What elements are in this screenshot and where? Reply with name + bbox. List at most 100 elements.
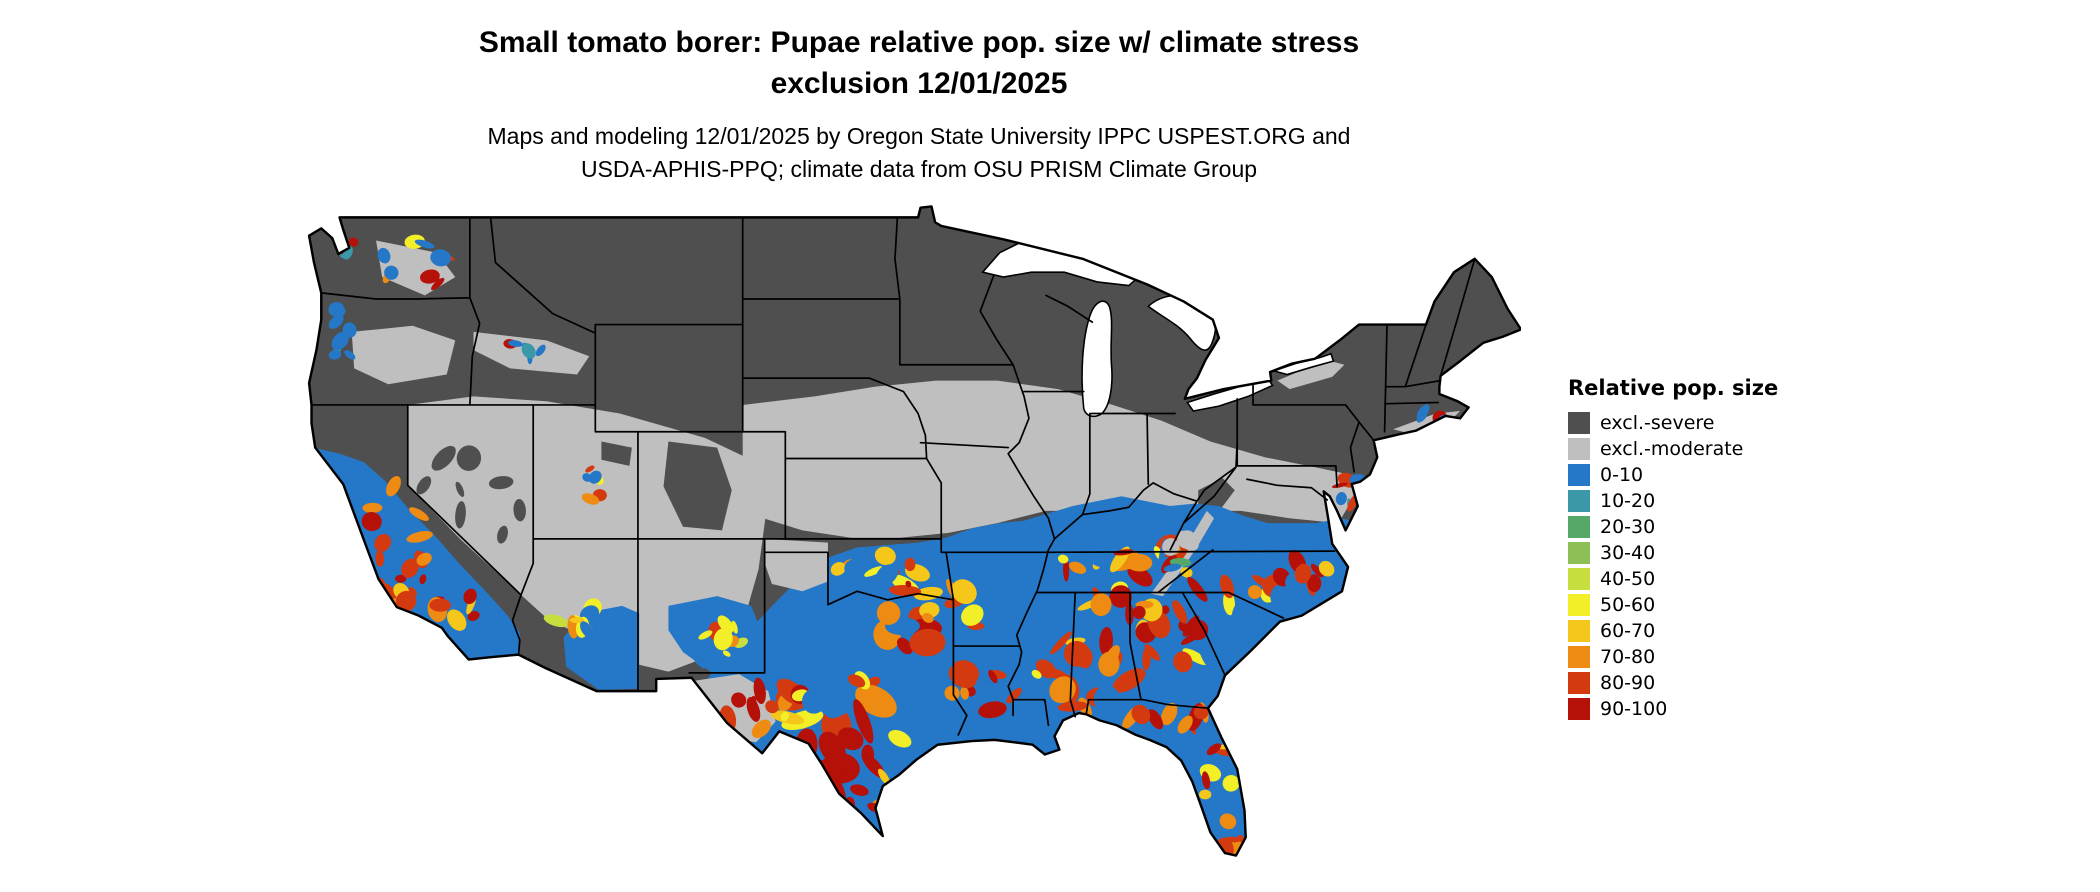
hotspot-blob xyxy=(1063,557,1070,582)
legend-swatch-c0_10 xyxy=(1568,464,1590,486)
hotspot-blob xyxy=(581,493,600,505)
hotspot-blob xyxy=(414,239,435,249)
hotspot-blob xyxy=(488,476,514,490)
us-map-svg xyxy=(307,205,1521,857)
region-texas-panhandle-moderate xyxy=(764,538,828,592)
hotspot-blob xyxy=(429,598,451,612)
hotspot-blob xyxy=(1031,669,1042,679)
legend: Relative pop. size excl.-severe excl.-mod… xyxy=(1568,376,1778,724)
hotspot-blob xyxy=(375,550,385,567)
hotspot-blob xyxy=(1188,619,1209,641)
hotspot-blob xyxy=(830,562,846,576)
hotspot-blob xyxy=(344,349,356,360)
hotspot-blob xyxy=(1219,813,1237,830)
hotspot-blob xyxy=(508,340,523,347)
us-map-figure xyxy=(303,204,1521,886)
hotspot-blob xyxy=(395,590,417,612)
hotspot-blob xyxy=(362,502,383,513)
hotspot-blob xyxy=(1103,645,1120,669)
hotspot-blob xyxy=(409,507,429,521)
hotspot-blob xyxy=(1335,492,1347,506)
legend-label: 90-100 xyxy=(1600,698,1668,720)
legend-swatch-c60_70 xyxy=(1568,620,1590,642)
hotspot-blob xyxy=(497,525,508,544)
hotspot-blob xyxy=(802,688,826,714)
legend-swatch-c70_80 xyxy=(1568,646,1590,668)
legend-label: 40-50 xyxy=(1600,568,1656,590)
hotspot-blob xyxy=(1147,709,1164,730)
legend-swatch-c50_60 xyxy=(1568,594,1590,616)
hotspot-blob xyxy=(888,729,912,748)
hotspot-blob xyxy=(821,752,860,783)
hotspot-blob xyxy=(416,552,432,566)
hotspot-blob xyxy=(430,249,451,267)
legend-list: excl.-severe excl.-moderate 0-10 10-20 20-30… xyxy=(1568,412,1778,720)
hotspot-blob xyxy=(1039,666,1069,680)
hotspot-blob xyxy=(1221,836,1242,843)
hotspot-blob xyxy=(765,700,779,714)
hotspot-blob xyxy=(419,574,427,585)
hotspot-blob xyxy=(1250,601,1266,623)
hotspot-blob xyxy=(1006,687,1022,704)
state-borders xyxy=(310,216,1476,736)
hotspot-blob xyxy=(904,557,916,572)
hotspot-blob xyxy=(1063,641,1091,667)
hotspot-blob xyxy=(1231,601,1248,632)
legend-swatch-excl_severe xyxy=(1568,412,1590,434)
legend-swatch-c40_50 xyxy=(1568,568,1590,590)
hotspot-blob xyxy=(896,706,908,720)
hotspot-blob xyxy=(467,610,480,622)
page-title-line1: Small tomato borer: Pupae relative pop. … xyxy=(478,26,1360,59)
hotspot-blob xyxy=(1331,482,1348,489)
legend-swatch-excl_moderate xyxy=(1568,438,1590,460)
hotspot-blob xyxy=(1132,605,1146,620)
subtitle-line1: Maps and modeling 12/01/2025 by Oregon S… xyxy=(487,123,1351,149)
hotspot-blob xyxy=(1161,605,1170,615)
hotspot-blob xyxy=(433,526,456,545)
region-central-oregon-moderate xyxy=(351,325,456,385)
hotspot-blob xyxy=(1163,563,1182,572)
hotspot-blob xyxy=(864,566,883,577)
hotspot-blob xyxy=(780,711,790,722)
hotspot-blob xyxy=(328,301,345,317)
hotspot-blob xyxy=(888,584,922,597)
hotspot-blob xyxy=(1177,530,1197,549)
hotspot-blob xyxy=(463,588,477,605)
hotspot-blob xyxy=(1112,668,1146,693)
hotspot-blob xyxy=(837,727,864,751)
hotspot-blob xyxy=(1161,702,1178,726)
hotspot-blob xyxy=(1069,561,1087,574)
hotspot-blob xyxy=(580,621,594,638)
legend-swatch-c80_90 xyxy=(1568,672,1590,694)
hotspot-blob xyxy=(431,277,445,291)
hotspot-blob xyxy=(1177,715,1193,734)
hotspot-blob xyxy=(876,601,901,625)
hotspot-blob xyxy=(944,685,960,701)
hotspot-blob xyxy=(535,344,546,357)
climate-overlay xyxy=(310,231,1461,856)
hotspot-blob xyxy=(978,701,1007,719)
hotspot-blob xyxy=(824,689,857,719)
hotspot-blob xyxy=(878,768,890,785)
hotspot-blob xyxy=(328,349,342,360)
hotspot-blob xyxy=(1318,560,1335,577)
hotspot-blob xyxy=(779,750,801,765)
region-lake-ontario-rim-moderate xyxy=(1277,359,1345,390)
legend-label: 10-20 xyxy=(1600,490,1656,512)
region-wasatch-severe xyxy=(601,441,632,466)
legend-item: 50-60 xyxy=(1568,594,1778,616)
legend-item: 90-100 xyxy=(1568,698,1778,720)
hotspot-blob xyxy=(1196,634,1210,667)
hotspot-blob xyxy=(348,237,359,247)
hotspot-blob xyxy=(897,637,913,655)
hotspot-blob xyxy=(850,784,869,796)
hotspot-blob xyxy=(585,465,595,473)
hotspot-blob xyxy=(909,628,946,657)
subtitle-line2: USDA-APHIS-PPQ; climate data from OSU PR… xyxy=(580,156,1258,182)
legend-item: excl.-moderate xyxy=(1568,438,1778,460)
hotspot-blob xyxy=(513,498,526,522)
legend-swatch-c90_100 xyxy=(1568,698,1590,720)
legend-label: 50-60 xyxy=(1600,594,1656,616)
hotspot-blob xyxy=(377,247,391,264)
hotspot-blob xyxy=(698,630,713,640)
